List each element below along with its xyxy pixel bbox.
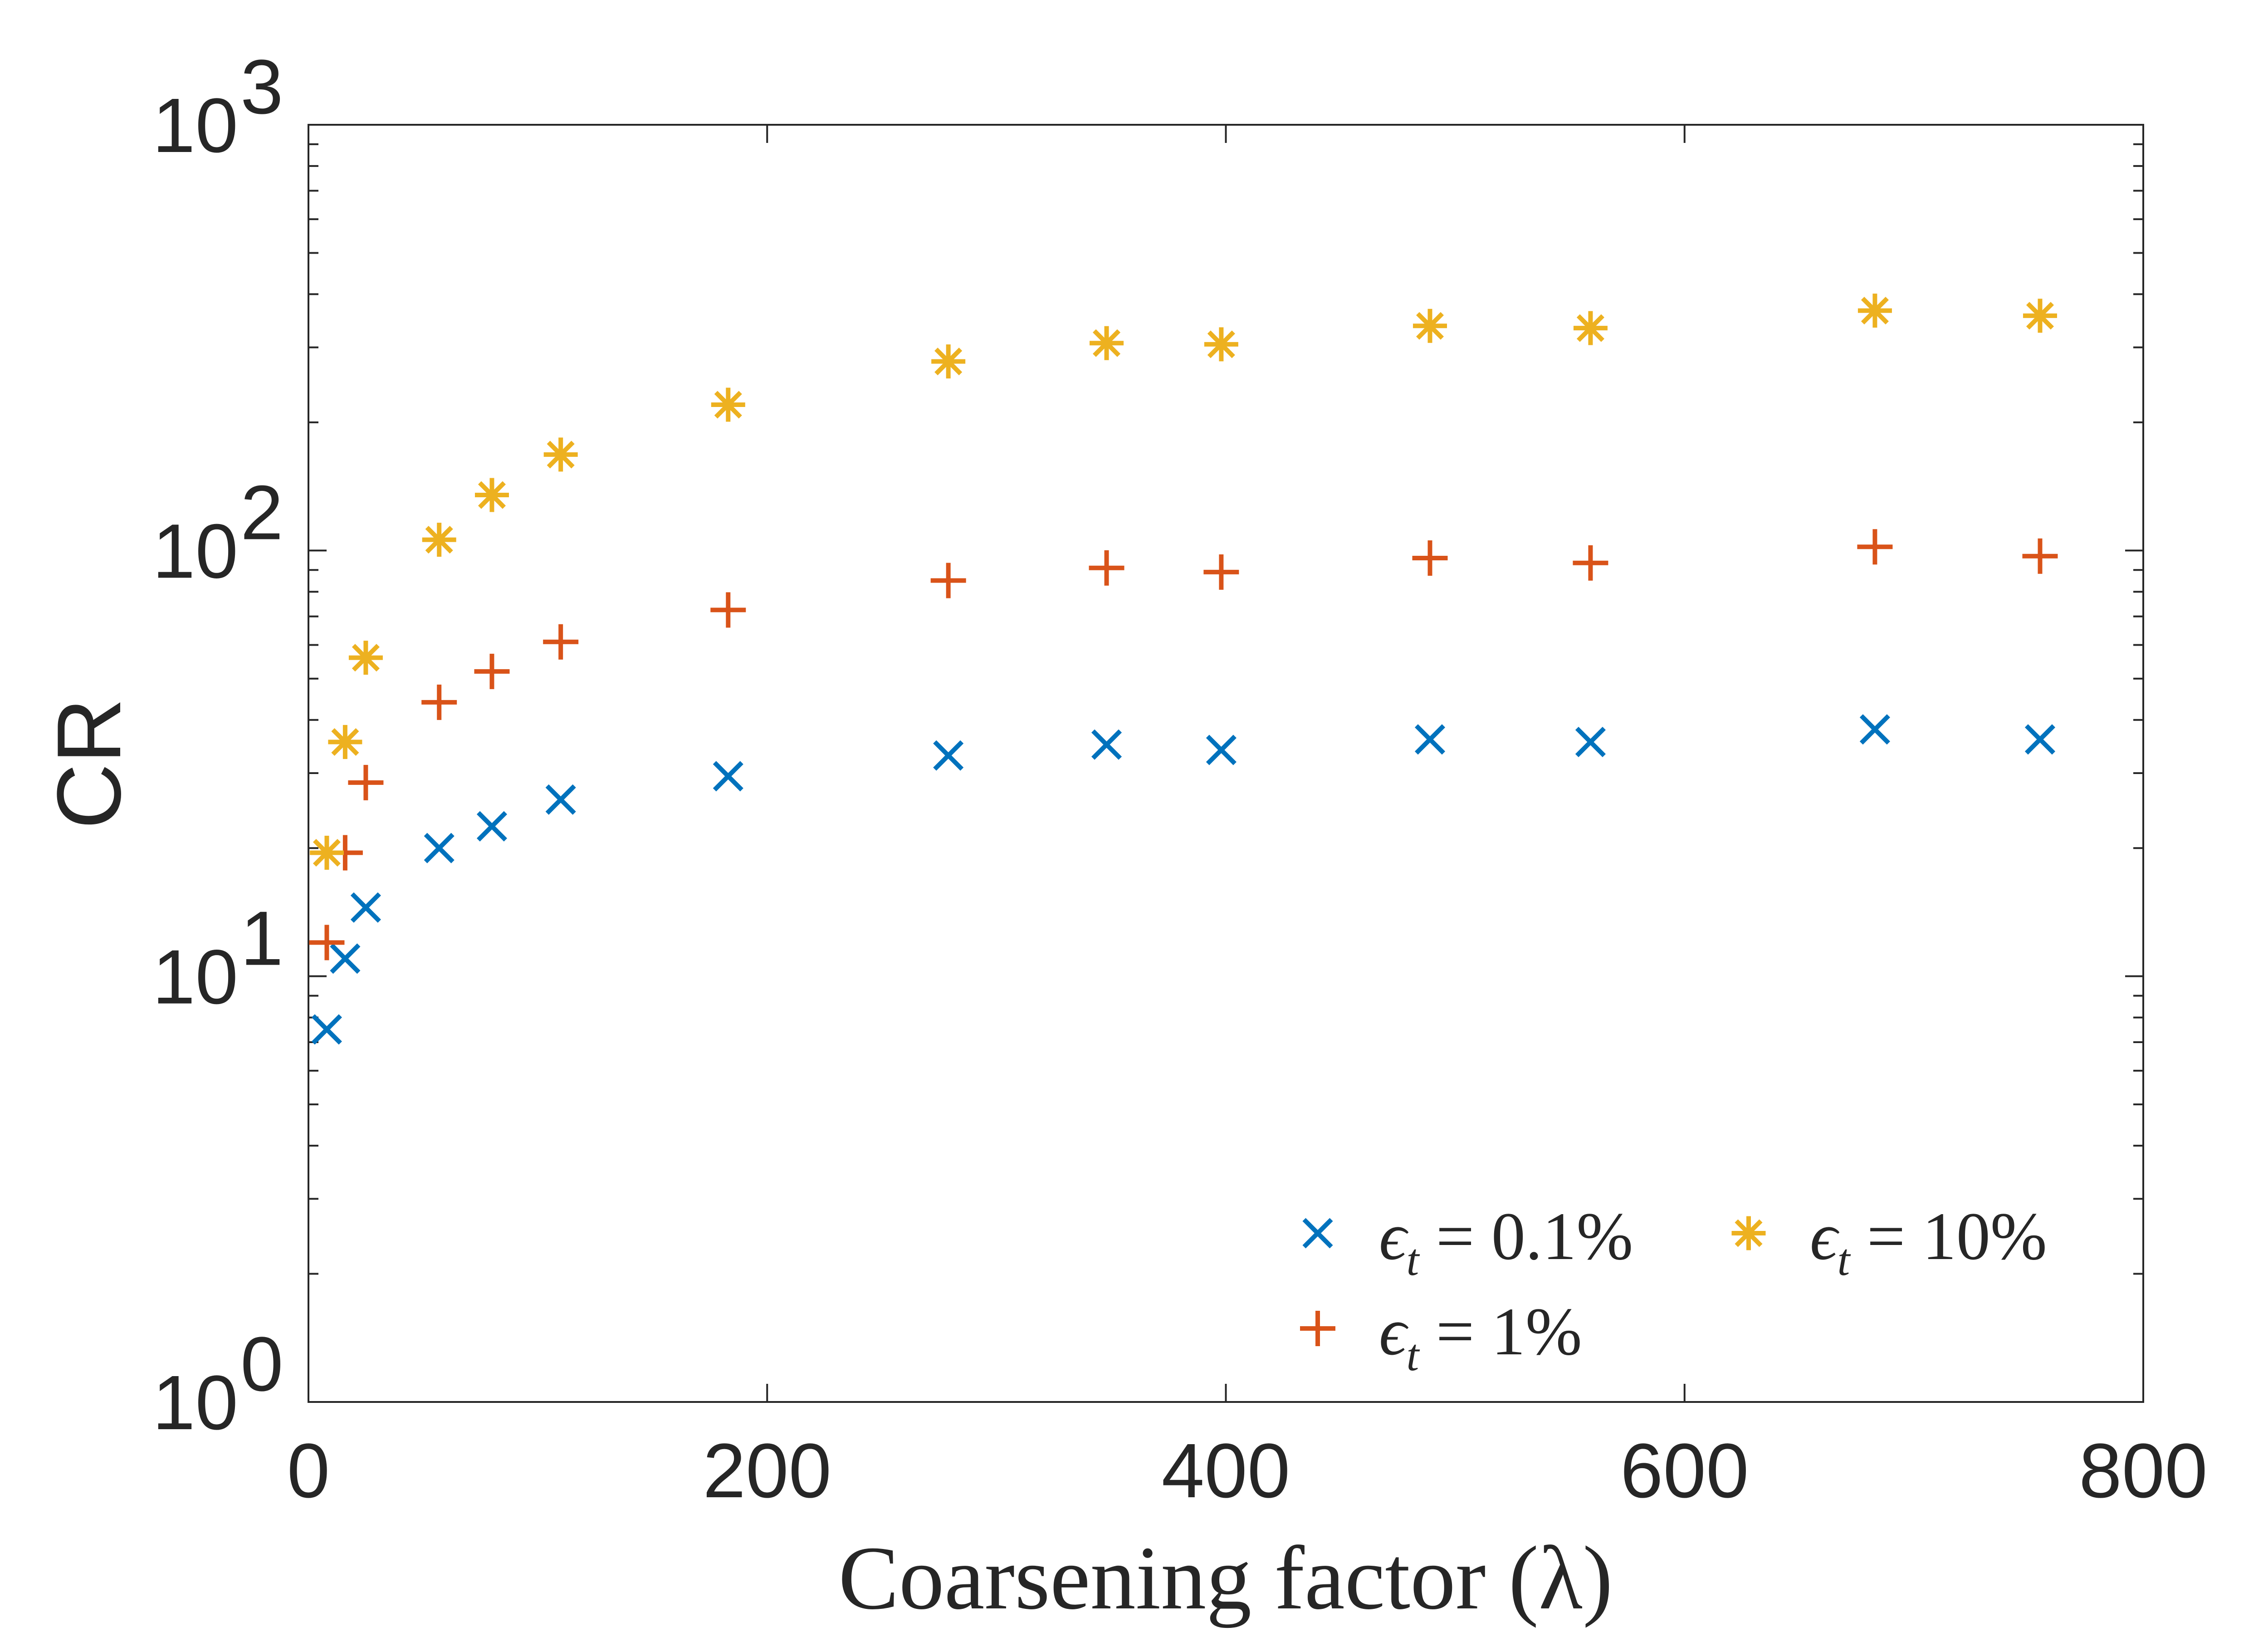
y-tick-label-exponent: 2	[240, 470, 284, 556]
y-tick-label: 10	[152, 508, 238, 594]
y-tick-label-exponent: 3	[240, 44, 284, 130]
data-point-series-0-12	[1859, 714, 1890, 745]
x-tick-label: 0	[287, 1428, 330, 1514]
x-tick-labels: 0 200 400 600 800	[287, 1428, 2208, 1514]
y-axis-label: CR	[39, 698, 140, 829]
data-point-series-2-4	[475, 478, 509, 512]
data-point-series-2-13	[2023, 299, 2057, 333]
data-point-series-2-2	[348, 641, 383, 675]
data-point-series-0-13	[2024, 724, 2056, 755]
data-point-series-1-13	[2022, 538, 2058, 574]
data-point-series-2-10	[1413, 309, 1447, 343]
data-point-series-0-11	[1575, 726, 1606, 757]
y-tick-label-exponent: 0	[240, 1321, 284, 1407]
data-point-series-2-8	[1090, 326, 1124, 360]
data-point-series-0-4	[476, 811, 508, 842]
y-tick-label: 10	[152, 1360, 238, 1446]
legend-marker-2	[1731, 1216, 1766, 1250]
data-point-series-2-12	[1857, 294, 1892, 328]
x-tick-label: 400	[1162, 1428, 1290, 1514]
x-tick-label: 800	[2079, 1428, 2208, 1514]
data-point-series-1-0	[309, 925, 345, 961]
data-markers	[309, 294, 2058, 1045]
y-tick-label-exponent: 1	[240, 896, 284, 982]
legend-marker-1	[1300, 1311, 1335, 1346]
data-point-series-1-2	[348, 765, 384, 800]
data-point-series-0-0	[311, 1014, 342, 1045]
data-point-series-2-6	[711, 387, 745, 422]
data-point-series-0-1	[330, 943, 361, 974]
data-point-series-0-7	[933, 740, 964, 771]
data-point-series-2-9	[1204, 327, 1238, 362]
data-point-series-0-6	[713, 761, 743, 792]
legend-label-2: ϵt = 10%	[1810, 1199, 2047, 1285]
data-point-series-2-1	[328, 725, 362, 759]
data-point-series-2-5	[543, 437, 578, 472]
x-tick-label: 200	[703, 1428, 831, 1514]
data-point-series-1-5	[543, 624, 579, 660]
data-point-series-2-11	[1573, 311, 1608, 345]
data-point-series-1-8	[1089, 550, 1124, 586]
x-tick-label: 600	[1620, 1428, 1749, 1514]
data-point-series-2-3	[422, 523, 456, 557]
data-point-series-1-9	[1203, 554, 1239, 590]
data-point-series-1-3	[421, 684, 457, 720]
data-point-series-0-3	[424, 833, 455, 863]
data-point-series-1-6	[710, 592, 746, 628]
data-point-series-1-10	[1412, 540, 1448, 576]
data-point-series-1-11	[1573, 545, 1608, 581]
x-axis-label: Coarsening factor (λ)	[838, 1528, 1613, 1628]
data-point-series-0-5	[545, 784, 576, 815]
data-point-series-2-7	[931, 344, 966, 379]
axis-ticks	[308, 124, 2144, 1403]
legend-label-1: ϵt = 1%	[1379, 1294, 1582, 1380]
y-tick-label: 10	[152, 934, 238, 1020]
data-point-series-0-9	[1206, 735, 1237, 765]
y-tick-label: 10	[152, 83, 238, 169]
data-point-series-1-12	[1857, 529, 1893, 565]
data-point-series-0-8	[1091, 729, 1122, 760]
legend-label-0: ϵt = 0.1%	[1379, 1199, 1633, 1285]
data-point-series-0-10	[1414, 724, 1446, 755]
legend-marker-0	[1302, 1218, 1333, 1249]
legend: ϵt = 0.1% ϵt = 1% ϵt = 10%	[1300, 1199, 2047, 1380]
data-point-series-0-2	[350, 892, 381, 923]
data-point-series-2-0	[309, 836, 344, 870]
data-point-series-1-4	[474, 653, 510, 689]
data-point-series-1-7	[930, 563, 966, 598]
